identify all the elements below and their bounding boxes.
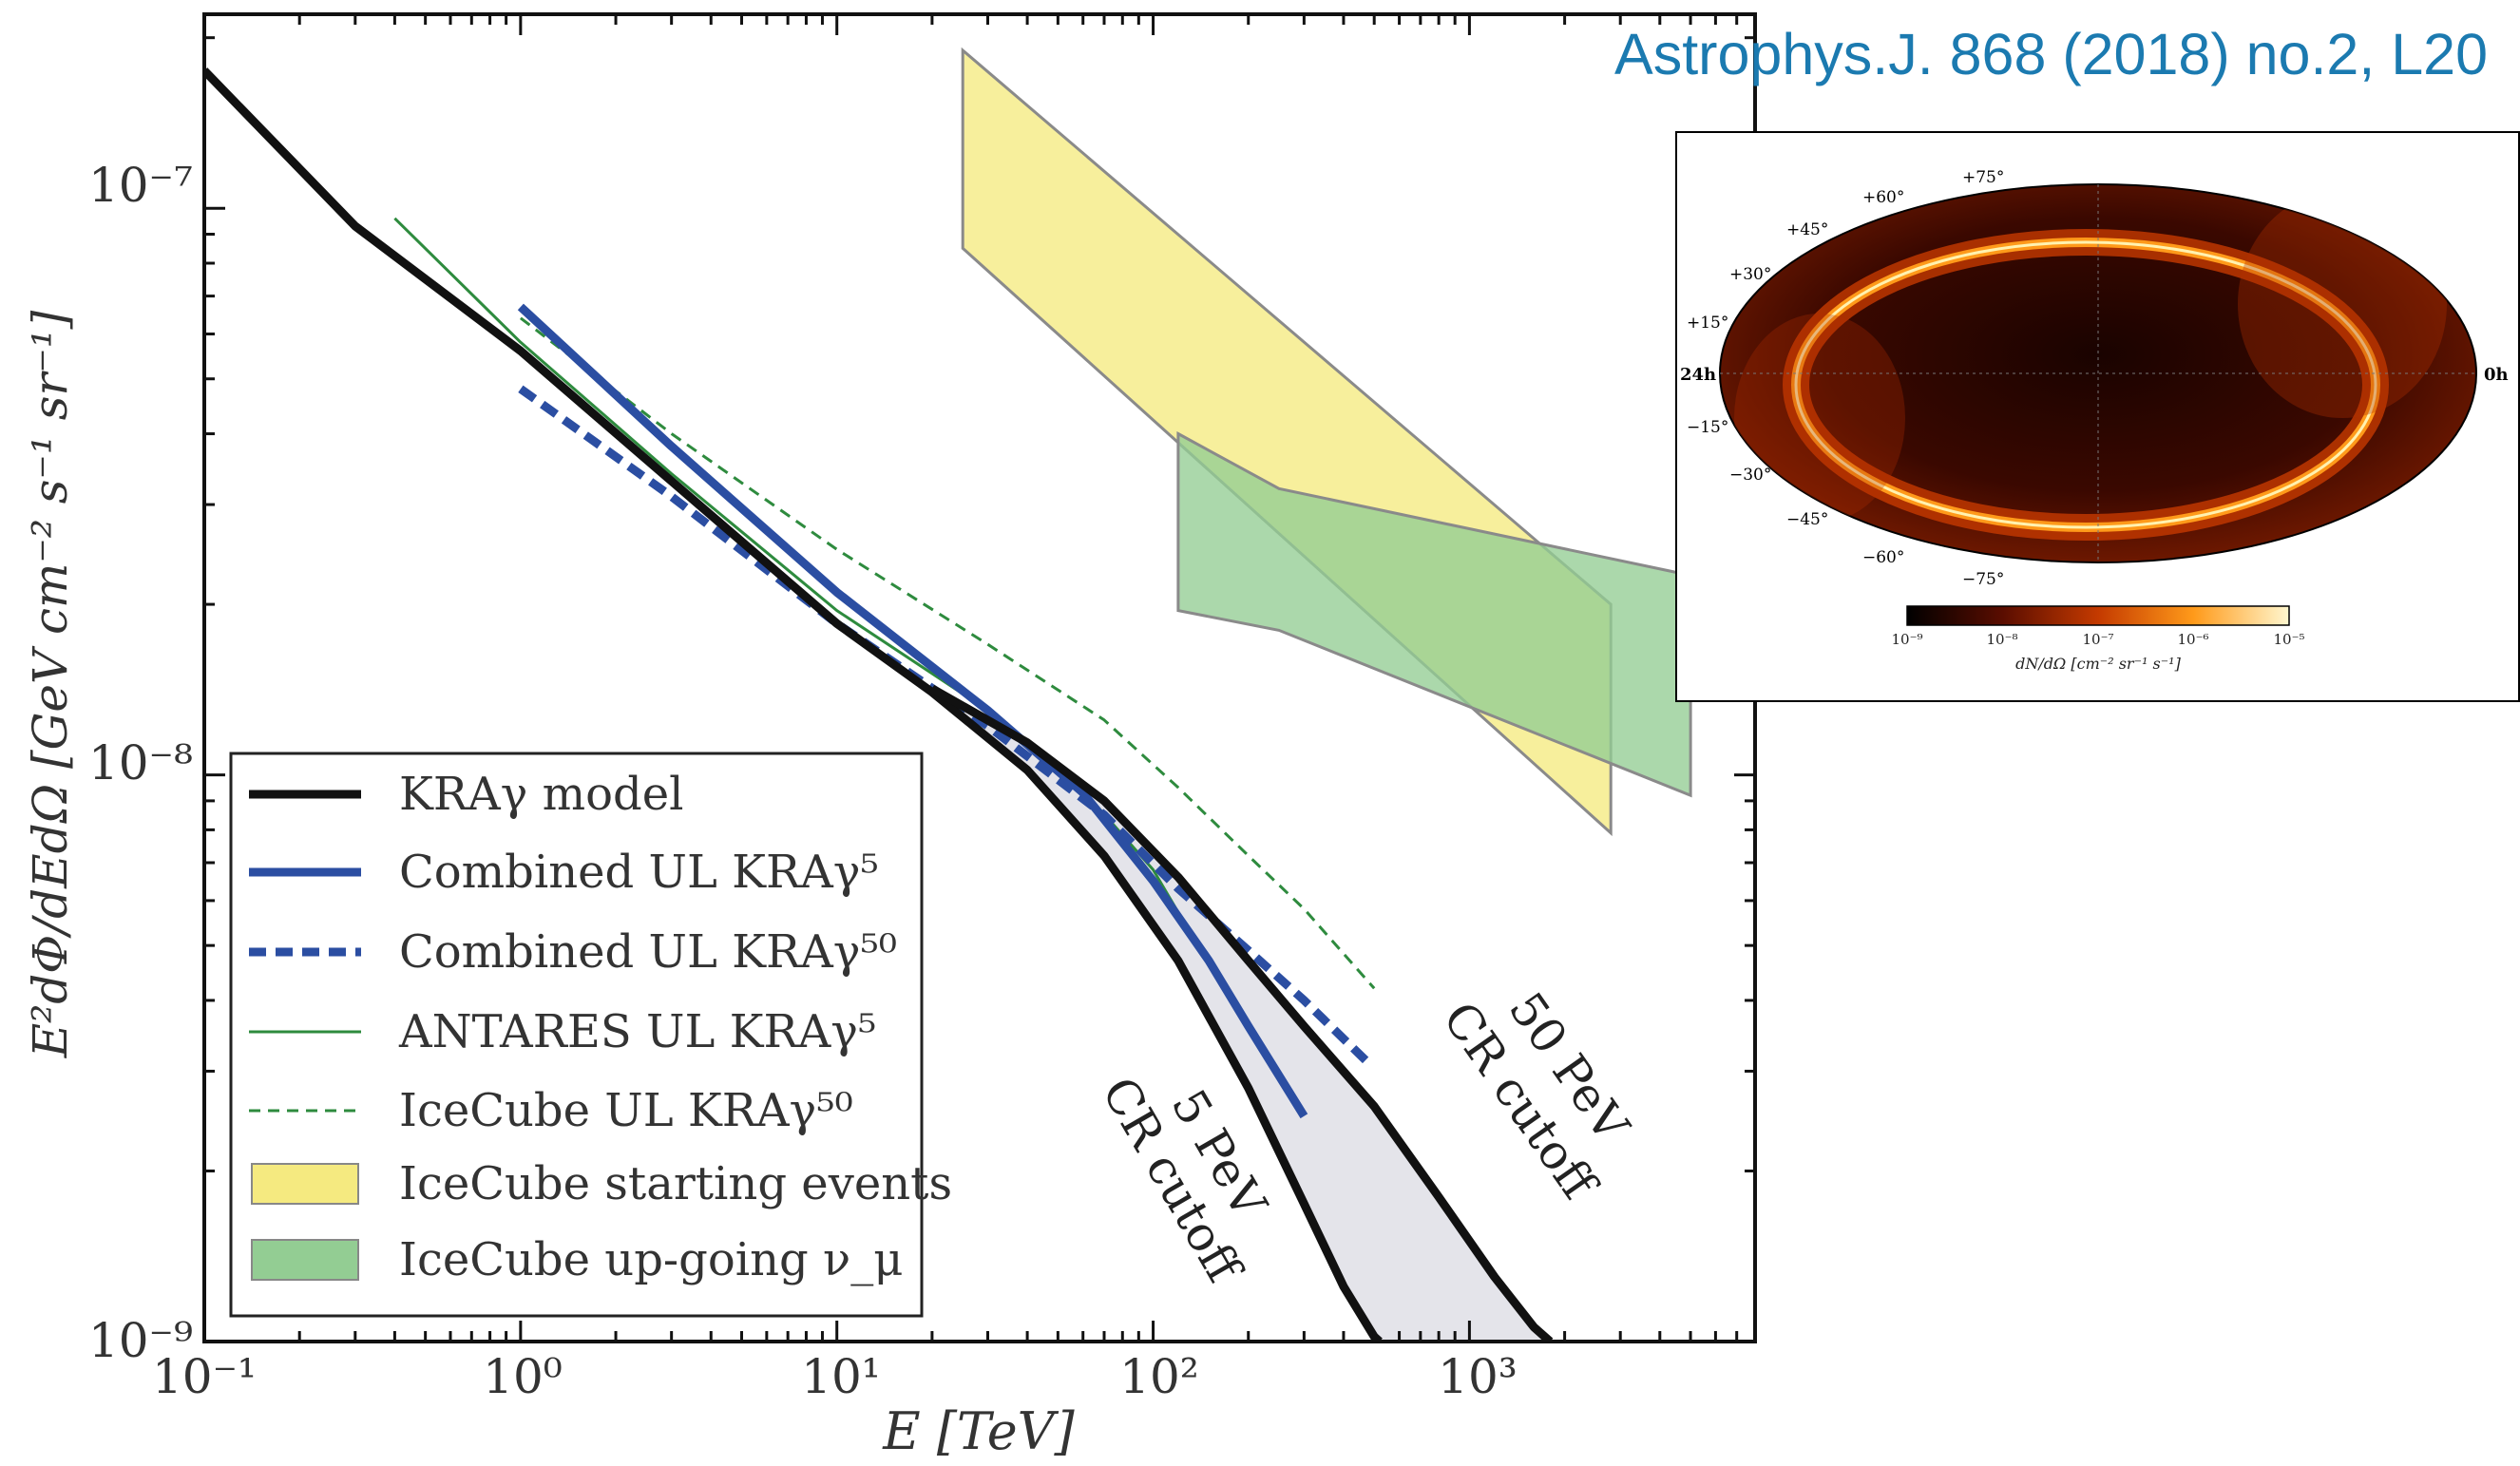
line-combined-ul-5	[517, 303, 1308, 1119]
legend: KRAγ model Combined UL KRAγ⁵ Combined UL…	[229, 752, 952, 1318]
dec-label: −60°	[1862, 548, 1904, 567]
series-layer	[204, 67, 1554, 1342]
x-tick-label: 10³	[1438, 1349, 1518, 1404]
colorbar-tick: 10⁻⁶	[2177, 631, 2208, 648]
dec-label: +15°	[1687, 314, 1728, 333]
skymap-svg: 24h 0h +75° +60° +45° +30° +15° −15° −30…	[1680, 168, 2509, 673]
dec-label: −30°	[1729, 466, 1771, 485]
line-kra-model-5pev	[204, 67, 1383, 1342]
dec-label: −15°	[1687, 418, 1728, 437]
dec-label: +45°	[1786, 220, 1828, 239]
legend-label: ANTARES UL KRAγ⁵	[398, 1005, 876, 1058]
dec-label: +30°	[1729, 265, 1771, 284]
legend-swatch-starting	[251, 1163, 359, 1205]
legend-label: IceCube up-going ν_μ	[399, 1233, 903, 1286]
dec-label: −45°	[1786, 510, 1828, 529]
dec-label: +75°	[1962, 168, 2004, 187]
ra-label: 0h	[2484, 365, 2509, 385]
citation: Astrophys.J. 868 (2018) no.2, L20	[1614, 22, 2488, 86]
legend-label: IceCube UL KRAγ⁵⁰	[399, 1084, 853, 1137]
legend-label: Combined UL KRAγ⁵	[399, 846, 879, 899]
line-kra-model-50pev	[929, 684, 1554, 1342]
colorbar-tick: 10⁻⁸	[1986, 631, 2017, 648]
legend-label: Combined UL KRAγ⁵⁰	[399, 925, 897, 979]
x-tick-label: 10¹	[801, 1349, 881, 1404]
colorbar-label: dN/dΩ [cm⁻² sr⁻¹ s⁻¹]	[2015, 655, 2181, 673]
x-tick-label: 10⁰	[483, 1349, 563, 1404]
legend-label: IceCube starting events	[399, 1157, 952, 1210]
line-icecube-ul	[519, 316, 1376, 990]
colorbar-tick: 10⁻⁵	[2273, 631, 2304, 648]
y-tick-label: 10⁻⁸	[88, 735, 193, 790]
ra-label: 24h	[1680, 365, 1716, 385]
dec-label: −75°	[1962, 570, 2004, 589]
band-icecube-upgoing	[1176, 430, 1692, 798]
x-axis-label: E [TeV]	[882, 1401, 1075, 1461]
y-tick-label: 10⁻⁷	[88, 158, 193, 213]
colorbar-tick: 10⁻⁹	[1891, 631, 1922, 648]
legend-label: KRAγ model	[399, 768, 684, 821]
colorbar	[1906, 605, 2290, 626]
legend-swatch-upgoing	[251, 1239, 359, 1281]
dec-label: +60°	[1862, 188, 1904, 207]
y-axis-label: E²dΦ/dEdΩ [GeV cm⁻² s⁻¹ sr⁻¹]	[23, 310, 78, 1058]
colorbar-tick: 10⁻⁷	[2082, 631, 2113, 648]
y-tick-label: 10⁻⁹	[88, 1313, 193, 1368]
x-tick-label: 10⁻¹	[152, 1349, 257, 1404]
x-tick-label: 10²	[1119, 1349, 1199, 1404]
legend-box	[229, 752, 924, 1318]
skymap-inset: 24h 0h +75° +60° +45° +30° +15° −15° −30…	[1675, 131, 2520, 702]
